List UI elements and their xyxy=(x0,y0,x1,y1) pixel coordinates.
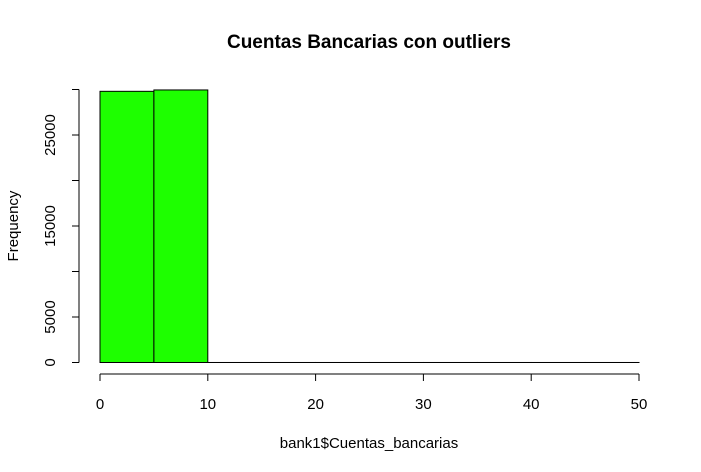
y-tick-label-5000: 5000 xyxy=(42,300,59,333)
histogram-bar-5-10 xyxy=(153,89,209,364)
x-tick-label-50: 50 xyxy=(631,396,648,413)
chart-title: Cuentas Bancarias con outliers xyxy=(227,32,511,53)
x-tick-label-0: 0 xyxy=(96,396,104,413)
x-axis: 0 10 20 30 40 50 xyxy=(96,373,648,413)
y-tick-label-25000: 25000 xyxy=(42,114,59,156)
y-axis-label: Frequency xyxy=(5,190,22,261)
y-axis: 0 5000 15000 25000 xyxy=(42,89,80,367)
x-axis-label: bank1$Cuentas_bancarias xyxy=(280,435,458,452)
histogram-bar-0-5 xyxy=(99,90,155,363)
x-tick-label-30: 30 xyxy=(415,396,432,413)
y-tick-label-0: 0 xyxy=(42,358,59,366)
y-tick-label-15000: 15000 xyxy=(42,205,59,247)
x-tick-label-20: 20 xyxy=(307,396,324,413)
x-tick-label-10: 10 xyxy=(199,396,216,413)
bars-group xyxy=(99,89,640,364)
x-tick-label-40: 40 xyxy=(523,396,540,413)
